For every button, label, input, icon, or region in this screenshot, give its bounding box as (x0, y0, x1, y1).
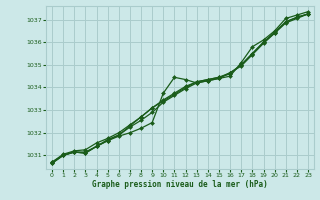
X-axis label: Graphe pression niveau de la mer (hPa): Graphe pression niveau de la mer (hPa) (92, 180, 268, 189)
